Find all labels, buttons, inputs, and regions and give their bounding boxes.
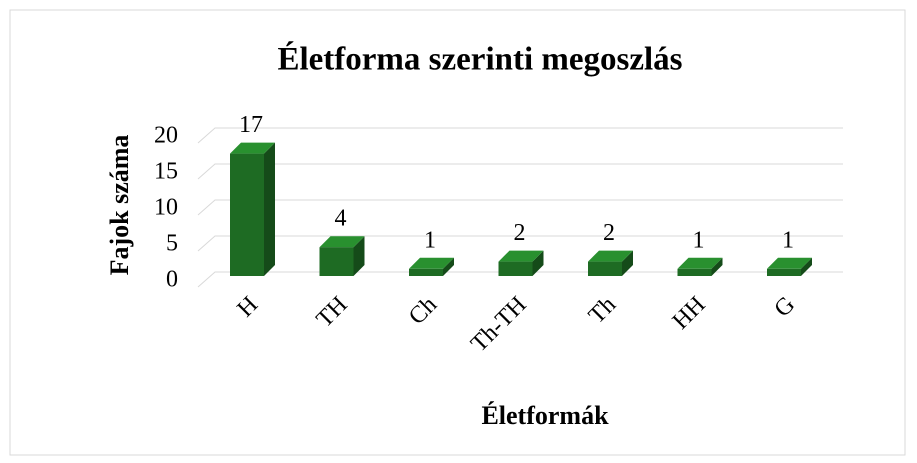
bar-side: [353, 236, 365, 276]
y-axis-title: Fajok száma: [105, 135, 134, 276]
y-tick-label: 0: [166, 267, 178, 293]
bar-side: [801, 257, 812, 276]
bar-top: [498, 250, 544, 262]
bar-side: [443, 257, 454, 276]
grid-line: [197, 199, 843, 216]
bar: [498, 261, 533, 276]
bar: [230, 153, 264, 276]
grid-line: [197, 127, 843, 144]
bar-top: [767, 257, 812, 269]
grid-line: [197, 235, 843, 252]
bar-top: [677, 257, 723, 269]
bar-top: [230, 142, 275, 154]
bar-side: [264, 142, 275, 276]
y-tick-label: 15: [154, 159, 178, 185]
bar-top: [409, 257, 454, 269]
data-label: 1: [782, 227, 794, 253]
bar-side: [711, 257, 723, 276]
bar: [677, 268, 712, 276]
chart-title: Életforma szerinti megoszlás: [277, 41, 682, 78]
bar-side: [532, 250, 544, 276]
grid-line: [197, 271, 843, 288]
x-axis-title: Életformák: [481, 401, 609, 430]
data-label: 4: [335, 206, 347, 232]
bar-top: [588, 250, 633, 262]
bar-side: [622, 250, 633, 276]
data-label: 2: [514, 220, 526, 246]
data-label: 1: [693, 227, 705, 253]
y-tick-label: 5: [166, 231, 178, 257]
data-label: 17: [239, 112, 263, 138]
y-tick-label: 10: [154, 195, 178, 221]
data-label: 1: [424, 227, 436, 253]
bar: [409, 268, 443, 276]
bar: [319, 247, 354, 276]
bar: [588, 261, 622, 276]
bar: [767, 268, 801, 276]
bar-top: [319, 236, 365, 248]
data-label: 2: [603, 220, 615, 246]
grid-line: [197, 163, 843, 180]
chart-border: [9, 9, 906, 456]
y-tick-label: 20: [154, 123, 178, 149]
